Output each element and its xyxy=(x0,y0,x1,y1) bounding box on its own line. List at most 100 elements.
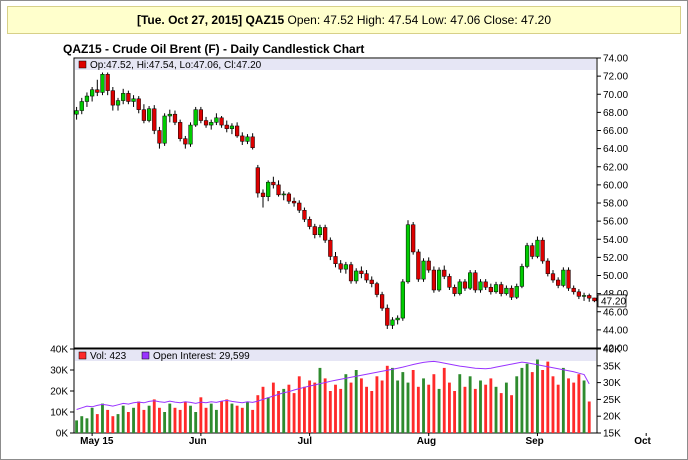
volume-bar xyxy=(121,405,125,433)
volume-bar xyxy=(209,403,213,433)
volume-bar xyxy=(473,388,477,433)
volume-bar xyxy=(189,405,192,433)
volume-bar xyxy=(323,378,327,433)
candle-body xyxy=(188,124,193,145)
candle-body xyxy=(592,297,597,302)
price-tick-label: 74.00 xyxy=(603,54,628,65)
candle-body xyxy=(421,260,426,280)
volume-bar xyxy=(416,386,420,433)
oi-tick-label: 35K xyxy=(603,361,621,372)
volume-bar xyxy=(572,382,576,433)
volume-bar xyxy=(75,420,79,433)
oi-tick-label: 25K xyxy=(603,395,621,406)
candle-body xyxy=(504,287,509,294)
candle-body xyxy=(530,245,535,257)
candle-body xyxy=(126,93,131,102)
volume-bar xyxy=(541,370,545,433)
candle-body xyxy=(209,122,214,126)
volume-bar xyxy=(406,382,410,433)
volume-bar xyxy=(515,376,519,433)
candle-body xyxy=(260,192,266,197)
candle-body xyxy=(121,93,126,101)
volume-bar xyxy=(396,380,400,433)
volume-bar xyxy=(463,386,467,433)
volume-bar xyxy=(111,416,115,433)
candle-body xyxy=(157,130,162,144)
volume-bar xyxy=(587,401,591,433)
volume-bar xyxy=(484,384,488,433)
candle-body xyxy=(255,167,260,194)
candle-body xyxy=(462,281,468,289)
candle-body xyxy=(473,272,478,291)
candle-body xyxy=(535,239,540,257)
x-tick-label: Jun xyxy=(189,436,207,447)
volume-tick-label: 10K xyxy=(50,408,68,419)
volume-bar xyxy=(132,407,135,433)
quote-date: [Tue. Oct 27, 2015] xyxy=(136,13,243,27)
volume-bar xyxy=(510,395,513,433)
volume-legend-text: Vol: 423 xyxy=(90,351,127,362)
volume-bar xyxy=(271,382,275,433)
x-tick-label: May 15 xyxy=(80,436,114,447)
volume-bar xyxy=(437,388,441,433)
price-tick-label: 60.00 xyxy=(603,180,628,191)
candle-body xyxy=(576,291,581,297)
volume-bar xyxy=(183,401,187,433)
candle-body xyxy=(100,74,105,93)
volume-bar xyxy=(80,416,84,433)
candle-body xyxy=(488,287,493,293)
volume-bar xyxy=(344,374,348,433)
candle-body xyxy=(250,136,255,148)
volume-bar xyxy=(85,418,89,433)
candle-body xyxy=(338,263,343,270)
x-tick-label: Sep xyxy=(525,436,543,447)
volume-bar xyxy=(453,391,457,433)
price-legend-text: Op:47.52, Hi:47.54, Lo:47.06, Cl:47.20 xyxy=(90,60,262,71)
price-tick-label: 46.00 xyxy=(603,307,628,318)
candle-body xyxy=(343,264,348,270)
volume-bar xyxy=(318,367,322,433)
x-tick-label: Oct xyxy=(634,436,651,447)
volume-bar xyxy=(525,363,529,433)
candle-body xyxy=(411,224,416,253)
candle-body xyxy=(514,286,519,298)
volume-bar xyxy=(520,367,524,433)
candle-body xyxy=(436,269,442,291)
volume-bar xyxy=(116,414,120,433)
candle-body xyxy=(245,136,250,142)
candle-body xyxy=(286,193,292,202)
volume-bar xyxy=(251,409,255,433)
candle-body xyxy=(359,270,364,274)
volume-bar xyxy=(292,393,296,433)
candle-body xyxy=(178,122,183,139)
volume-bar xyxy=(147,405,151,433)
x-tick-label: Jul xyxy=(298,436,313,447)
price-tick-label: 66.00 xyxy=(603,126,628,137)
volume-bar xyxy=(266,397,270,433)
volume-bar xyxy=(494,386,498,433)
oi-tick-label: 40K xyxy=(603,345,621,356)
volume-bar xyxy=(380,380,384,433)
candle-body xyxy=(395,317,400,321)
volume-bar xyxy=(168,403,172,433)
volume-bar xyxy=(126,412,130,433)
candle-body xyxy=(141,109,147,121)
volume-bar xyxy=(582,380,586,433)
volume-bar xyxy=(158,407,161,433)
volume-bar xyxy=(230,403,234,433)
volume-bar xyxy=(277,391,280,433)
volume-bar xyxy=(567,378,570,433)
candle-body xyxy=(271,181,276,186)
candle-body xyxy=(369,279,374,284)
price-tick-label: 58.00 xyxy=(603,199,628,210)
volume-bar xyxy=(178,409,182,433)
volume-bar xyxy=(504,382,508,433)
price-tick-label: 70.00 xyxy=(603,90,628,101)
volume-bar xyxy=(225,399,229,433)
candle-body xyxy=(95,89,100,93)
candle-body xyxy=(328,239,333,257)
volume-bar xyxy=(375,376,379,433)
candle-body xyxy=(198,109,203,121)
volume-bar xyxy=(349,382,353,433)
candle-body xyxy=(214,117,219,123)
